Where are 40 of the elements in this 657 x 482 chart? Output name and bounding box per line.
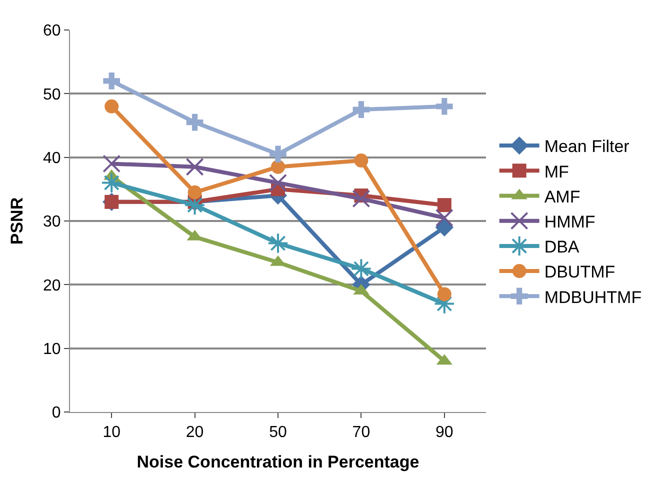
x-tick-label: 10 <box>102 424 121 442</box>
x-tick-label: 90 <box>436 424 454 442</box>
point <box>352 101 370 118</box>
x-axis-title: Noise Concentration in Percentage <box>136 452 420 472</box>
legend-label: Mean Filter <box>544 137 630 156</box>
x-tick-label: 20 <box>186 424 204 442</box>
point <box>435 208 454 227</box>
y-tick-label: 50 <box>43 86 61 104</box>
point <box>186 114 204 131</box>
legend-label: AMF <box>544 187 580 206</box>
legend-label: DBUTMF <box>544 262 616 282</box>
x-tick-label: 50 <box>269 424 287 442</box>
point <box>186 158 204 176</box>
point <box>267 232 289 254</box>
point <box>354 154 368 168</box>
y-tick-label: 0 <box>52 404 61 422</box>
legend-label: DBA <box>544 238 580 257</box>
point <box>104 99 119 114</box>
point <box>437 287 452 302</box>
y-axis-title: PSNR <box>8 197 27 245</box>
point <box>436 98 453 115</box>
y-tick-label: 10 <box>43 340 61 358</box>
y-tick-label: 30 <box>43 214 61 231</box>
point <box>102 154 121 173</box>
point <box>270 146 286 163</box>
point <box>437 198 452 212</box>
y-tick-label: 20 <box>43 277 61 294</box>
point <box>269 174 287 192</box>
point <box>188 185 202 200</box>
y-tick-label: 40 <box>43 150 61 167</box>
y-tick-label: 60 <box>43 22 61 40</box>
point <box>101 172 122 194</box>
legend-label: MF <box>544 162 569 182</box>
point <box>103 72 120 90</box>
x-tick-label: 70 <box>352 424 370 442</box>
point <box>271 160 285 174</box>
legend-label: HMMF <box>544 212 596 232</box>
legend-label: MDBUHTMF <box>544 288 642 307</box>
point <box>352 190 370 208</box>
point <box>350 258 372 280</box>
